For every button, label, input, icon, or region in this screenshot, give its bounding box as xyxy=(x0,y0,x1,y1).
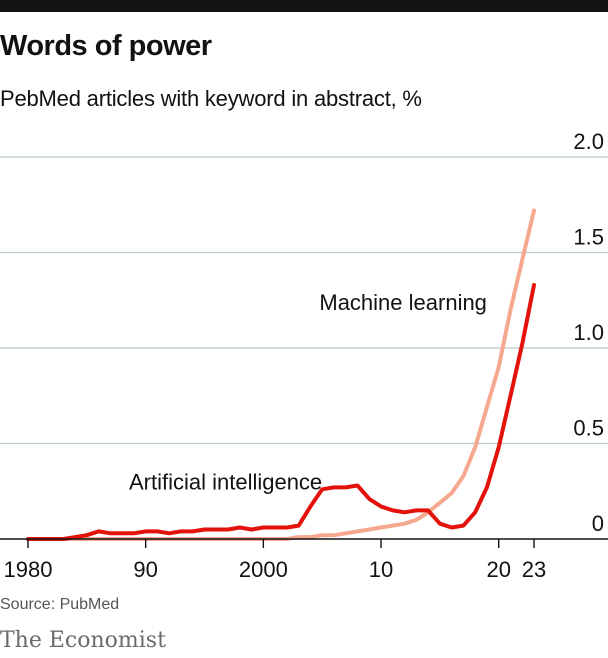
y-tick-label: 0 xyxy=(592,511,604,536)
series-label-machine-learning: Machine learning xyxy=(319,290,487,315)
series-line-artificial-intelligence xyxy=(26,283,536,541)
x-tick-label: 10 xyxy=(369,557,393,582)
economist-logo: The Economist xyxy=(0,628,166,653)
chart-title: Words of power xyxy=(0,30,212,62)
x-tick-label: 2000 xyxy=(239,557,288,582)
y-tick-label: 1.0 xyxy=(573,320,604,345)
grid-layer xyxy=(0,156,608,445)
source-note: Source: PubMed xyxy=(0,596,120,613)
y-tick-label: 1.5 xyxy=(573,225,604,250)
x-tick-label: 1980 xyxy=(4,557,53,582)
x-tick-label: 20 xyxy=(486,557,510,582)
y-tick-label: 2.0 xyxy=(573,129,604,154)
x-tick-label: 23 xyxy=(522,557,546,582)
y-tick-label: 0.5 xyxy=(573,416,604,441)
chart-subtitle: PebMed articles with keyword in abstract… xyxy=(0,86,422,111)
x-tick-label: 90 xyxy=(133,557,157,582)
axis-layer xyxy=(0,538,608,548)
label-layer: 0 0.5 1.0 1.5 2.0 Artificial intelligence Mach… xyxy=(4,129,604,582)
series-label-artificial-intelligence: Artificial intelligence xyxy=(129,469,322,494)
top-bar xyxy=(0,0,608,12)
